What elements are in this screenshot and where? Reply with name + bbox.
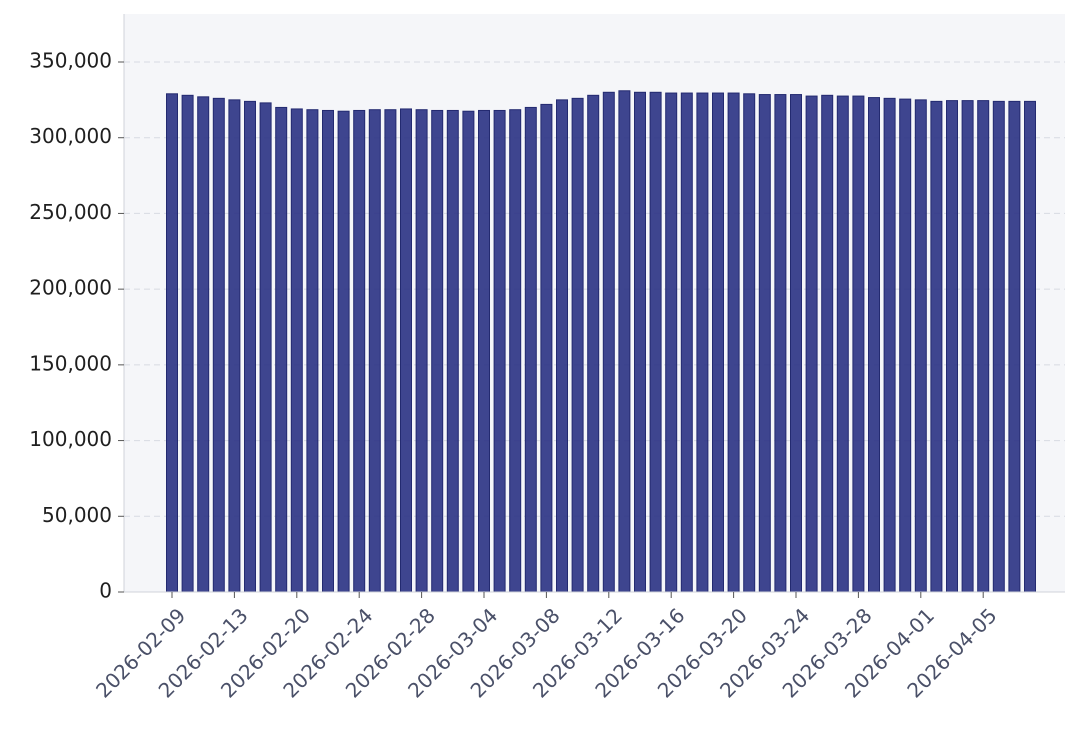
bars <box>166 90 1036 593</box>
bar <box>649 91 662 593</box>
bar <box>634 91 646 593</box>
bar <box>400 108 412 593</box>
bar <box>618 90 631 593</box>
bar <box>992 100 1005 593</box>
bar <box>774 94 787 593</box>
bar <box>977 100 990 593</box>
bar <box>290 108 303 593</box>
bar <box>602 91 615 593</box>
bar <box>244 100 256 593</box>
y-tick-label: 0 <box>99 579 112 603</box>
bar <box>883 97 896 593</box>
bar <box>540 103 553 593</box>
bar <box>680 92 693 593</box>
bar <box>571 97 584 593</box>
bar <box>181 94 194 593</box>
bar <box>337 110 350 593</box>
bar <box>462 110 475 593</box>
bar <box>212 97 225 593</box>
bar <box>228 99 241 593</box>
bar <box>322 109 334 593</box>
bar <box>478 109 490 593</box>
bar <box>384 109 397 593</box>
bar <box>868 97 880 593</box>
bar <box>821 94 834 593</box>
bar <box>259 102 272 593</box>
bar <box>758 94 771 593</box>
bar <box>446 109 459 593</box>
bar <box>368 109 381 593</box>
bar <box>524 106 537 593</box>
bar <box>665 92 678 593</box>
bar <box>415 109 428 593</box>
y-tick-label: 200,000 <box>29 276 112 300</box>
bar <box>353 109 366 593</box>
bar <box>930 100 943 593</box>
bar <box>790 94 802 593</box>
bar <box>509 109 522 593</box>
y-tick-label: 150,000 <box>29 351 112 375</box>
bar <box>1024 100 1036 593</box>
bar <box>306 109 319 593</box>
bar <box>493 109 506 593</box>
bar <box>946 100 958 593</box>
bar <box>899 98 912 593</box>
bar <box>914 99 927 593</box>
y-tick-label: 350,000 <box>29 49 112 73</box>
bar <box>166 93 178 593</box>
y-tick-label: 250,000 <box>29 200 112 224</box>
bar <box>275 106 288 593</box>
x-axis-ticks: 2026-02-092026-02-132026-02-202026-02-24… <box>91 592 1001 702</box>
y-axis-ticks: 0 50,000 100,000 150,000 200,000 250,000 300,0… <box>29 49 124 603</box>
bar <box>587 94 600 593</box>
bar <box>805 95 818 593</box>
bar <box>961 100 974 593</box>
bar <box>712 92 724 593</box>
bar <box>197 96 210 593</box>
bar <box>836 95 849 593</box>
bar <box>556 99 568 593</box>
bar <box>727 92 740 593</box>
bar <box>696 92 709 593</box>
y-tick-label: 50,000 <box>42 503 112 527</box>
bar <box>431 109 444 593</box>
y-tick-label: 100,000 <box>29 427 112 451</box>
bar <box>743 93 756 593</box>
bar <box>852 95 865 593</box>
y-tick-label: 300,000 <box>29 124 112 148</box>
bar <box>1008 100 1021 593</box>
